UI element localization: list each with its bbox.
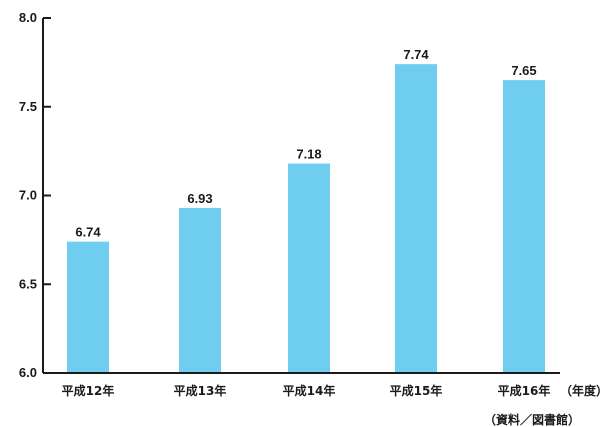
y-tick-label: 7.0 xyxy=(19,188,37,203)
x-tick-label: 平成13年 xyxy=(174,383,227,398)
bar-value-label: 6.74 xyxy=(75,225,101,240)
source-note: （資料／図書館） xyxy=(484,412,580,427)
bar-value-label: 7.18 xyxy=(296,147,321,162)
x-tick-label: 平成16年 xyxy=(498,383,551,398)
bars xyxy=(67,64,545,374)
value-labels: 6.74 6.93 7.18 7.74 7.65 xyxy=(75,47,536,240)
bar-value-label: 7.74 xyxy=(403,47,429,62)
bar xyxy=(67,241,109,373)
bar xyxy=(395,64,437,374)
y-tick-label: 6.5 xyxy=(19,276,37,291)
x-tick-label: 平成12年 xyxy=(62,383,115,398)
x-axis-unit-label: （年度） xyxy=(560,383,608,398)
bar-value-label: 6.93 xyxy=(187,191,212,206)
y-tick-label: 6.0 xyxy=(19,365,37,380)
bar xyxy=(503,80,545,373)
category-labels: 平成12年 平成13年 平成14年 平成15年 平成16年 xyxy=(62,383,551,398)
y-tick-label: 8.0 xyxy=(19,10,37,25)
y-tick-label: 7.5 xyxy=(19,99,37,114)
bar xyxy=(288,163,330,373)
x-tick-label: 平成14年 xyxy=(283,383,336,398)
bar-value-label: 7.65 xyxy=(511,63,536,78)
x-tick-label: 平成15年 xyxy=(390,383,443,398)
y-axis-ticks: 6.0 6.5 7.0 7.5 8.0 xyxy=(19,10,51,380)
bar xyxy=(179,207,221,373)
